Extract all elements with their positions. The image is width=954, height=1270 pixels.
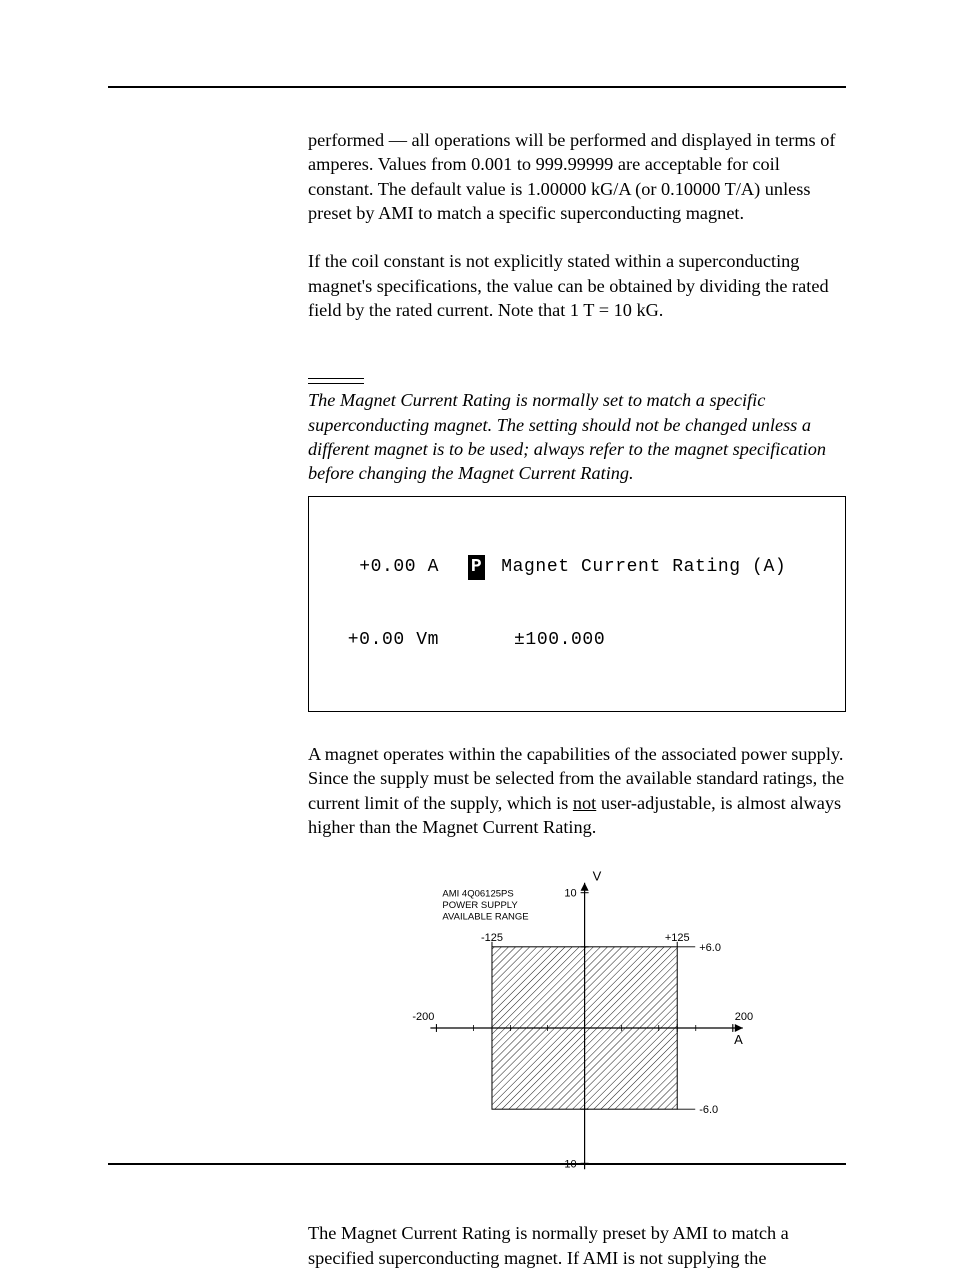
paragraph-3: A magnet operates within the capabilitie… [308,742,846,839]
chart-container: -200-125+125200-10-6.0+6.010VAAMI 4Q0612… [308,863,846,1193]
lcd-row-1: +0.00 A P Magnet Current Rating (A) [319,555,831,579]
svg-text:10: 10 [564,888,576,900]
lcd-row2-value: ±100.000 [514,628,605,652]
svg-text:-6.0: -6.0 [699,1104,718,1116]
paragraph-2: If the coil constant is not explicitly s… [308,249,846,322]
p3-not: not [573,793,596,813]
lcd-row1-label: Magnet Current Rating (A) [501,555,786,579]
bottom-rule [108,1163,846,1165]
lcd-display: +0.00 A P Magnet Current Rating (A) +0.0… [308,496,846,712]
page: performed — all operations will be perfo… [0,0,954,1235]
svg-text:-125: -125 [481,932,503,944]
lcd-p-badge: P [468,555,485,579]
svg-text:AVAILABLE RANGE: AVAILABLE RANGE [442,912,528,923]
svg-text:A: A [734,1032,743,1047]
lcd-current-value: +0.00 A [319,555,439,579]
svg-text:POWER SUPPLY: POWER SUPPLY [442,900,518,911]
content-column: performed — all operations will be perfo… [308,128,846,1270]
lcd-spacer [443,555,466,579]
svg-text:200: 200 [735,1011,753,1023]
paragraph-4: The Magnet Current Rating is normally pr… [308,1221,846,1270]
svg-text:-200: -200 [412,1011,434,1023]
svg-text:+125: +125 [665,932,690,944]
note-bars [308,378,364,384]
svg-text:+6.0: +6.0 [699,942,721,954]
va-chart: -200-125+125200-10-6.0+6.010VAAMI 4Q0612… [387,863,767,1193]
lcd-voltage-value: +0.00 Vm [319,628,439,652]
top-rule [108,86,846,88]
note-paragraph: The Magnet Current Rating is normally se… [308,388,846,485]
svg-text:V: V [593,869,602,884]
lcd-row-2: +0.00 Vm ±100.000 [319,628,831,652]
lcd-spacer [443,628,500,652]
svg-text:AMI 4Q06125PS: AMI 4Q06125PS [442,889,513,900]
paragraph-1: performed — all operations will be perfo… [308,128,846,225]
